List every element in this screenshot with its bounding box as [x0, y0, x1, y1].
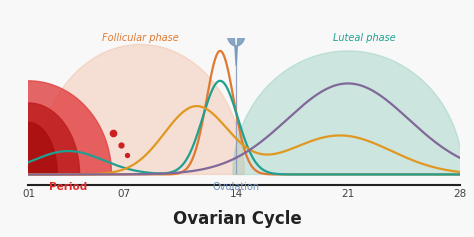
Text: Ovarian Cycle: Ovarian Cycle: [173, 210, 301, 228]
Polygon shape: [0, 123, 57, 174]
Polygon shape: [0, 81, 111, 174]
Polygon shape: [228, 23, 245, 66]
Text: Period: Period: [49, 182, 88, 191]
Text: Ovulation: Ovulation: [212, 182, 260, 191]
Polygon shape: [36, 44, 244, 174]
Text: Follicular phase: Follicular phase: [102, 33, 179, 43]
Polygon shape: [233, 51, 463, 174]
Polygon shape: [0, 103, 80, 174]
Text: Luteal phase: Luteal phase: [333, 33, 395, 43]
